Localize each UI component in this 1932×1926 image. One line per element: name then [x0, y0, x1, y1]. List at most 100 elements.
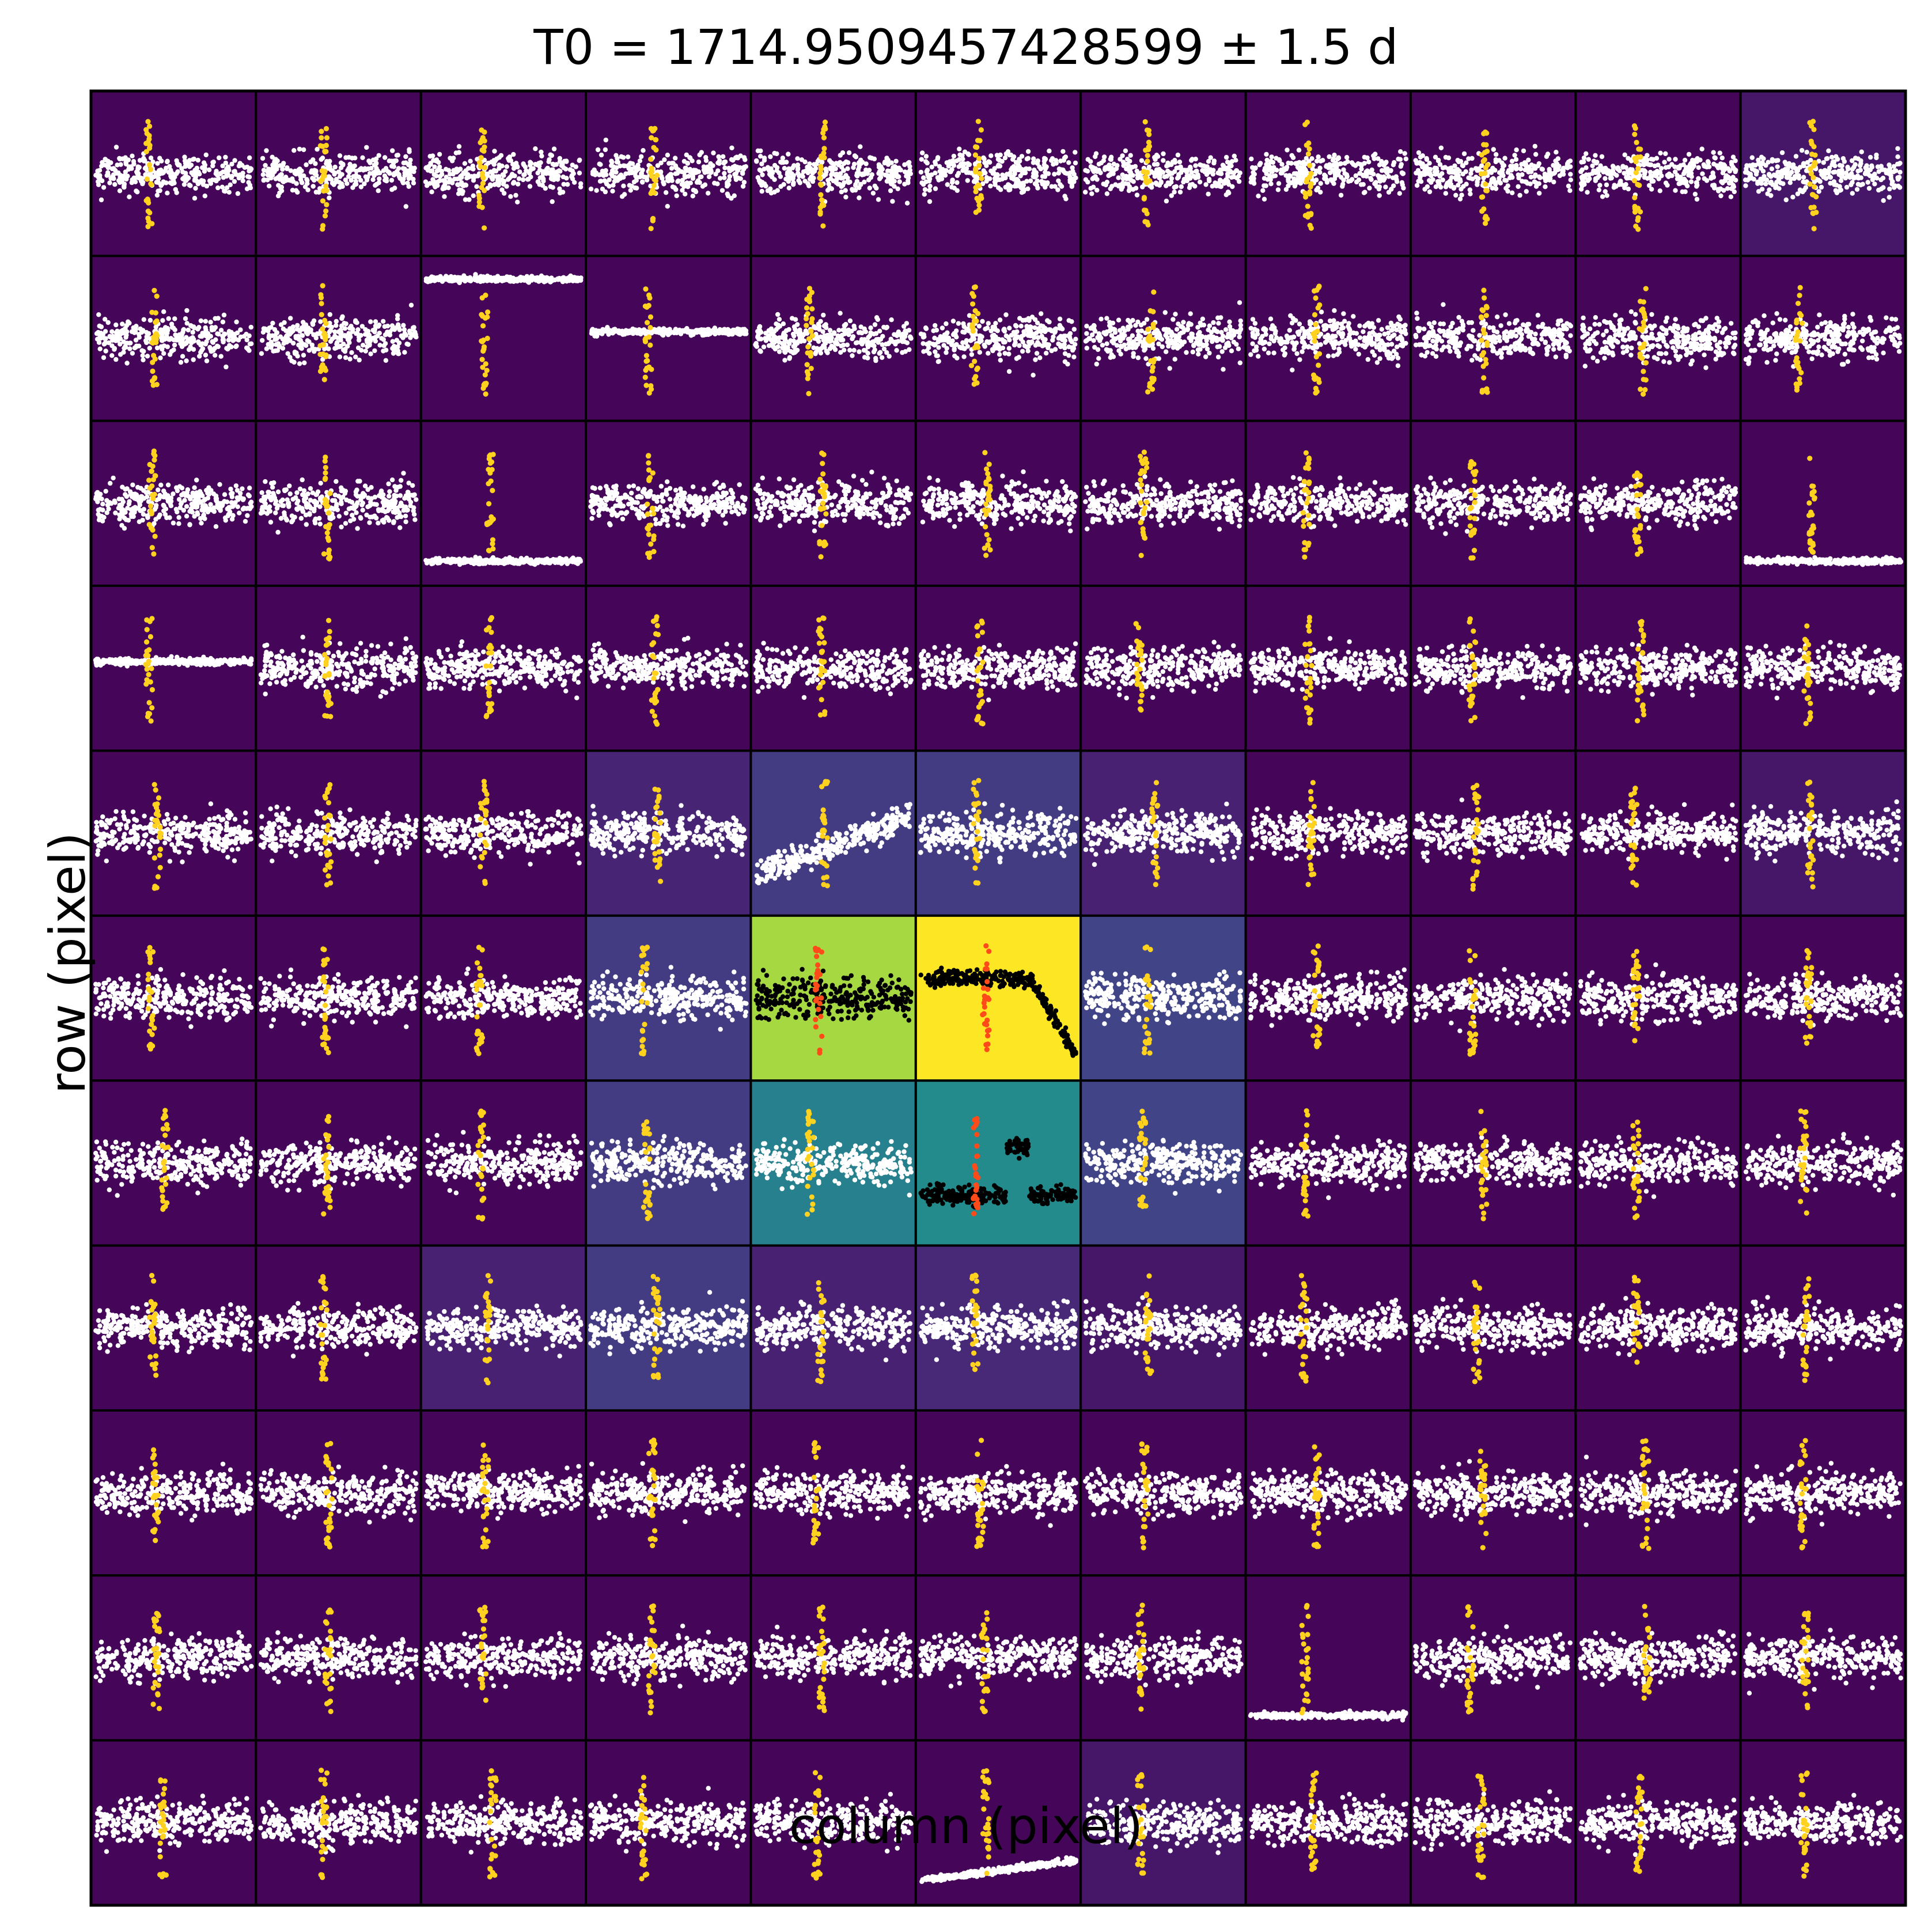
lightcurve-point: [1520, 172, 1524, 177]
pixel-cell-r0-c9: [1575, 91, 1740, 256]
lightcurve-point: [343, 355, 348, 360]
lightcurve-point: [1031, 174, 1036, 179]
lightcurve-point: [99, 198, 104, 202]
lightcurve-point: [593, 172, 597, 177]
lightcurve-point: [564, 176, 569, 180]
lightcurve-point: [1010, 157, 1015, 162]
lightcurve-point: [791, 181, 795, 186]
lightcurve-point: [179, 334, 184, 339]
lightcurve-point: [863, 161, 868, 166]
transit-window-point: [317, 343, 323, 348]
lightcurve-point: [1210, 184, 1215, 188]
lightcurve-point: [607, 177, 612, 182]
lightcurve-point: [314, 189, 319, 194]
lightcurve-point: [1801, 164, 1806, 168]
lightcurve-point: [438, 174, 442, 179]
lightcurve-point: [157, 156, 162, 161]
lightcurve-point: [1492, 168, 1497, 172]
transit-window-point: [324, 321, 329, 326]
lightcurve-point: [172, 343, 177, 347]
lightcurve-point: [1600, 154, 1604, 159]
lightcurve-point: [965, 151, 970, 156]
lightcurve-point: [1790, 195, 1795, 199]
lightcurve-point: [1653, 164, 1657, 168]
transit-window-point: [324, 135, 329, 141]
lightcurve-point: [1344, 155, 1349, 160]
transit-window-point: [1811, 127, 1816, 132]
transit-window-point: [1146, 140, 1151, 145]
lightcurve-point: [952, 154, 956, 158]
lightcurve-point: [1346, 179, 1351, 184]
lightcurve-point: [1120, 172, 1125, 177]
lightcurve-point: [1397, 191, 1402, 196]
lightcurve-point: [270, 162, 275, 167]
lightcurve-point: [679, 331, 683, 336]
lightcurve-point: [136, 171, 141, 176]
lightcurve-point: [1874, 153, 1878, 157]
lightcurve-point: [1687, 152, 1691, 157]
lightcurve-point: [1367, 185, 1372, 190]
lightcurve-point: [843, 173, 848, 177]
lightcurve-point: [611, 327, 616, 332]
lightcurve-point: [1547, 177, 1552, 181]
lightcurve-point: [304, 343, 308, 348]
transit-window-point: [321, 332, 327, 337]
pixel-cell-r0-c8: [1411, 91, 1575, 256]
transit-window-point: [480, 171, 485, 176]
lightcurve-point: [137, 335, 142, 340]
lightcurve-point: [497, 162, 501, 167]
lightcurve-point: [226, 338, 231, 342]
lightcurve-point: [1098, 170, 1103, 175]
lightcurve-point: [1585, 190, 1589, 195]
lightcurve-point: [299, 343, 304, 348]
lightcurve-point: [1517, 193, 1522, 198]
transit-window-point: [1635, 182, 1640, 187]
transit-window-point: [976, 119, 981, 124]
lightcurve-point: [619, 154, 624, 159]
lightcurve-point: [271, 170, 275, 175]
lightcurve-point: [327, 174, 331, 179]
lightcurve-point: [1174, 184, 1179, 189]
lightcurve-point: [302, 361, 306, 365]
lightcurve-point: [611, 170, 615, 175]
lightcurve-point: [1400, 180, 1404, 185]
lightcurve-point: [270, 321, 275, 325]
lightcurve-point: [217, 156, 221, 160]
lightcurve-point: [499, 177, 504, 182]
lightcurve-point: [920, 150, 925, 155]
lightcurve-point: [1516, 184, 1520, 189]
lightcurve-point: [1427, 189, 1432, 194]
lightcurve-point: [358, 333, 363, 338]
pixel-cell-r0-c3: [586, 91, 751, 256]
lightcurve-point: [385, 331, 390, 335]
lightcurve-point: [1037, 165, 1041, 169]
lightcurve-point: [215, 344, 219, 348]
lightcurve-point: [203, 319, 208, 324]
lightcurve-point: [1561, 172, 1566, 176]
transit-window-point: [482, 188, 487, 193]
lightcurve-point: [893, 159, 898, 164]
lightcurve-point: [897, 166, 901, 170]
lightcurve-point: [1775, 164, 1780, 169]
lightcurve-point: [1216, 170, 1221, 175]
lightcurve-point: [603, 147, 608, 152]
transit-window-point: [1305, 120, 1310, 125]
lightcurve-point: [1761, 174, 1766, 179]
transit-window-point: [154, 319, 160, 324]
lightcurve-point: [1040, 174, 1045, 179]
lightcurve-point: [276, 341, 281, 346]
lightcurve-point: [666, 173, 671, 178]
transit-window-point: [1302, 191, 1308, 196]
lightcurve-point: [894, 348, 899, 352]
lightcurve-point: [261, 330, 266, 335]
pixel-cell-r1-c0: [91, 256, 256, 420]
lightcurve-point: [517, 176, 521, 181]
transit-window-point: [1143, 179, 1148, 184]
lightcurve-point: [365, 331, 369, 335]
lightcurve-point: [333, 180, 338, 185]
lightcurve-point: [501, 172, 505, 177]
lightcurve-point: [786, 177, 790, 181]
lightcurve-point: [1752, 177, 1756, 181]
lightcurve-point: [468, 159, 472, 164]
lightcurve-point: [1600, 194, 1605, 199]
